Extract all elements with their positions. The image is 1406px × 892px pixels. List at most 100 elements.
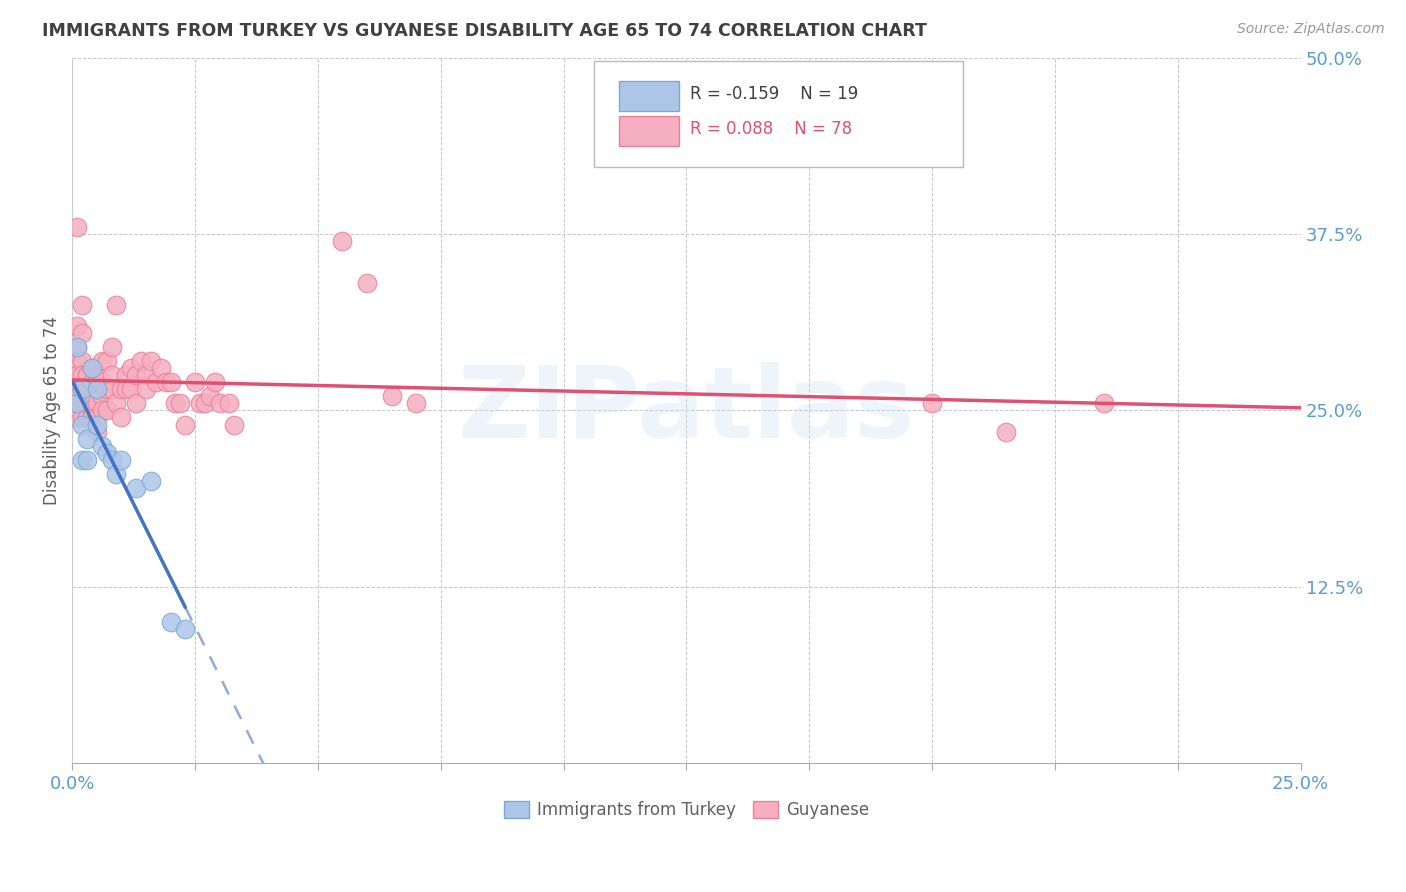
Point [115,382,138,396]
Point [125,481,148,495]
Point [70,417,93,432]
Point [994,425,1017,439]
Point [208,396,231,410]
Point [105,396,128,410]
Point [155,375,177,389]
Point [66,396,89,410]
Point [76,382,98,396]
Point [70,326,93,340]
Point [70,410,93,425]
Point [194,396,217,410]
Point [66,340,89,354]
Point [76,396,98,410]
Point [70,354,93,368]
Point [105,297,128,311]
Text: R = 0.088    N = 78: R = 0.088 N = 78 [690,120,852,138]
Point [110,410,132,425]
Point [70,452,93,467]
Point [66,340,89,354]
Point [90,375,112,389]
Point [381,389,404,403]
Point [135,382,157,396]
Point [105,467,128,481]
Point [169,396,191,410]
Point [120,361,142,376]
Point [70,382,93,396]
Point [149,361,172,376]
Point [86,425,108,439]
FancyBboxPatch shape [619,81,679,111]
Point [115,368,138,383]
Point [100,340,122,354]
Point [218,396,240,410]
Point [198,389,221,403]
Point [145,375,167,389]
Point [405,396,427,410]
Point [165,396,187,410]
Point [120,382,142,396]
Text: IMMIGRANTS FROM TURKEY VS GUYANESE DISABILITY AGE 65 TO 74 CORRELATION CHART: IMMIGRANTS FROM TURKEY VS GUYANESE DISAB… [42,22,927,40]
Point [100,382,122,396]
Point [356,277,378,291]
Point [70,297,93,311]
Point [76,368,98,383]
Point [96,354,118,368]
Point [76,452,98,467]
Point [86,382,108,396]
Point [96,446,118,460]
Point [90,354,112,368]
Point [76,432,98,446]
Point [86,368,108,383]
Point [90,403,112,417]
Point [86,417,108,432]
FancyBboxPatch shape [595,62,963,167]
Y-axis label: Disability Age 65 to 74: Disability Age 65 to 74 [44,316,60,505]
Point [66,382,89,396]
Point [66,368,89,383]
Point [135,368,157,383]
Point [66,318,89,333]
Point [70,368,93,383]
Point [80,375,103,389]
Point [159,375,181,389]
Text: ZIPatlas: ZIPatlas [458,362,915,458]
Point [80,361,103,376]
Point [80,389,103,403]
FancyBboxPatch shape [619,116,679,146]
Point [66,396,89,410]
Point [66,354,89,368]
Point [174,417,197,432]
Point [110,452,132,467]
Point [76,396,98,410]
Point [129,354,152,368]
Point [125,396,148,410]
Point [159,615,181,629]
Point [188,396,211,410]
Point [76,382,98,396]
Point [70,382,93,396]
Point [86,382,108,396]
Point [100,368,122,383]
Point [80,361,103,376]
Point [174,622,197,636]
Point [80,403,103,417]
Text: R = -0.159    N = 19: R = -0.159 N = 19 [690,85,859,103]
Point [66,219,89,234]
Legend: Immigrants from Turkey, Guyanese: Immigrants from Turkey, Guyanese [498,794,876,825]
Point [100,452,122,467]
Point [90,389,112,403]
Point [76,410,98,425]
Text: Source: ZipAtlas.com: Source: ZipAtlas.com [1237,22,1385,37]
Point [139,354,162,368]
Point [204,375,226,389]
Point [86,410,108,425]
Point [96,382,118,396]
Point [224,417,246,432]
Point [110,382,132,396]
Point [70,396,93,410]
Point [90,439,112,453]
Point [921,396,943,410]
Point [86,396,108,410]
Point [184,375,207,389]
Point [66,410,89,425]
